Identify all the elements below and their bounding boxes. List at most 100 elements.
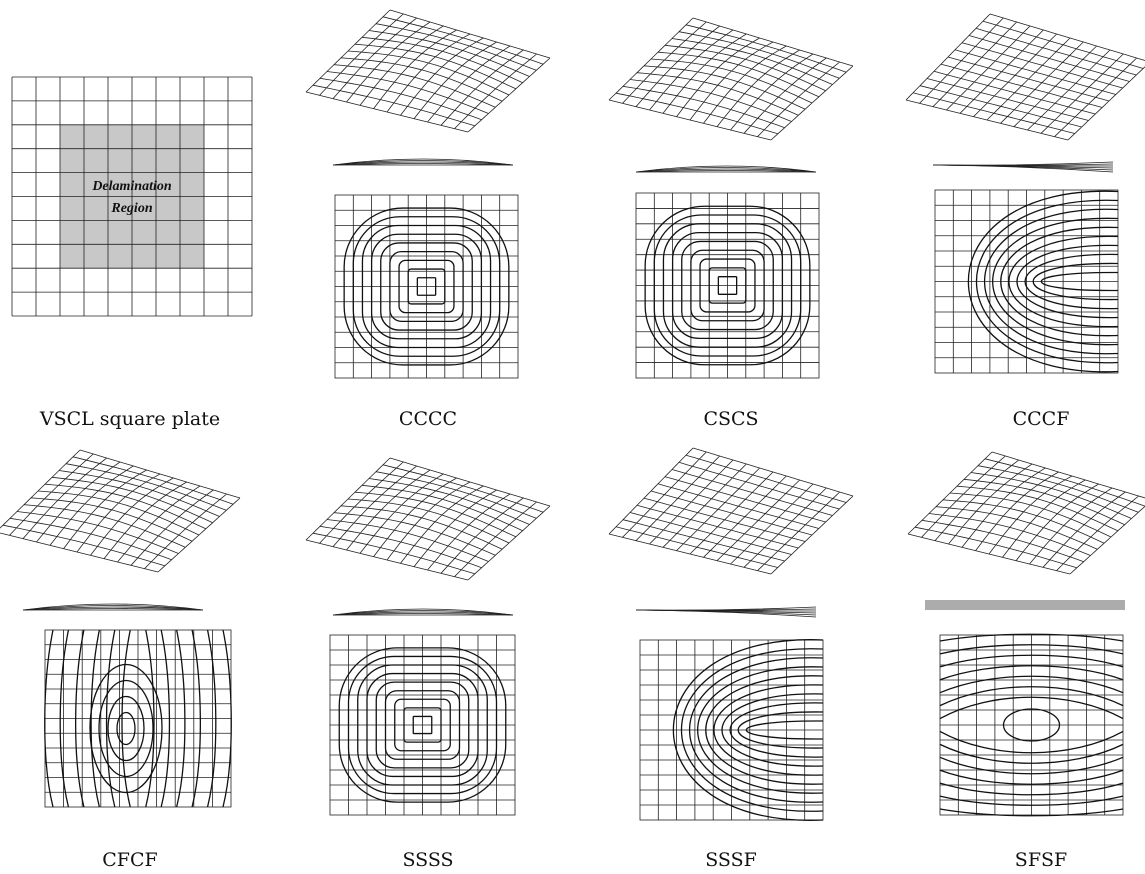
deformed-mesh xyxy=(609,18,853,140)
side-profile xyxy=(23,604,203,610)
mesh-line xyxy=(348,499,509,543)
caption: CSCS xyxy=(703,408,758,430)
mesh-line xyxy=(1055,58,1137,137)
mesh-line xyxy=(936,507,1097,550)
mesh-line xyxy=(623,86,785,127)
mesh-line xyxy=(355,44,516,89)
plate-grid xyxy=(12,77,252,316)
mesh-line xyxy=(1014,46,1097,127)
contour-plot xyxy=(330,635,515,815)
deformed-mesh xyxy=(306,10,550,132)
mesh-line xyxy=(637,73,798,116)
side-profile xyxy=(333,159,513,165)
deformed-mesh xyxy=(908,452,1145,574)
caption: SSSS xyxy=(402,849,453,871)
mesh-line xyxy=(693,18,853,66)
region-label: Region xyxy=(110,201,152,216)
mesh-line xyxy=(771,496,853,574)
mesh-line xyxy=(24,505,185,548)
mesh-line xyxy=(651,59,812,103)
mesh-line xyxy=(468,58,550,132)
mesh-line xyxy=(383,465,543,512)
mesh-line xyxy=(145,494,227,569)
deformed-mesh xyxy=(906,14,1145,140)
contour xyxy=(108,697,144,761)
mesh-line xyxy=(1068,62,1145,140)
mesh-line xyxy=(320,526,482,567)
contour-plot xyxy=(636,193,819,378)
contour-plot xyxy=(935,190,1118,373)
mesh-line xyxy=(658,52,819,97)
mesh-line xyxy=(686,25,846,72)
caption: CFCF xyxy=(102,849,157,871)
caption: SSSF xyxy=(705,849,757,871)
mesh-line xyxy=(73,457,233,504)
mesh-line xyxy=(950,493,1111,537)
mesh-line xyxy=(679,462,839,509)
mesh-line xyxy=(80,450,240,498)
mesh-line xyxy=(717,480,800,561)
mesh-line xyxy=(1030,488,1113,564)
mesh-line xyxy=(744,58,826,133)
mesh-line xyxy=(758,62,840,137)
contour-plot xyxy=(640,640,823,821)
mesh-line xyxy=(390,458,550,506)
caption: CCCF xyxy=(1013,408,1070,430)
mesh-line xyxy=(672,470,833,516)
figure: Delamination Region VSCL square plate CC… xyxy=(0,0,1145,874)
mesh-line xyxy=(428,46,511,122)
caption: VSCL square plate xyxy=(39,408,220,430)
mesh-line xyxy=(690,472,773,554)
contour-plot xyxy=(335,195,518,378)
mesh-line xyxy=(38,491,199,535)
mesh-line xyxy=(976,28,1136,75)
mesh-line xyxy=(468,506,550,580)
mesh-line xyxy=(355,492,516,537)
mesh-line xyxy=(45,484,206,529)
mesh-line xyxy=(962,43,1123,88)
side-profile xyxy=(925,601,1125,609)
deformed-mesh xyxy=(0,450,240,572)
mesh-line xyxy=(131,490,213,565)
mesh-line xyxy=(10,518,172,559)
contour-plot xyxy=(940,634,1123,816)
side-profile xyxy=(933,162,1113,172)
side-profile xyxy=(636,166,816,172)
caption: SFSF xyxy=(1015,849,1067,871)
mesh-line xyxy=(334,513,495,556)
mesh-line xyxy=(915,527,1077,568)
mesh-line xyxy=(969,36,1130,82)
mesh-line xyxy=(158,498,240,572)
side-profile xyxy=(333,609,513,615)
side-profile xyxy=(636,607,816,617)
mesh-line xyxy=(987,38,1070,120)
mesh-line xyxy=(383,17,543,64)
mesh-line xyxy=(455,502,537,577)
mesh-line xyxy=(758,492,840,571)
mesh-line xyxy=(1028,50,1111,130)
mesh-line xyxy=(441,498,523,573)
mesh-line xyxy=(1041,54,1123,133)
mesh-line xyxy=(665,477,826,522)
mesh-line xyxy=(313,85,475,126)
mesh-line xyxy=(390,10,550,58)
mesh-line xyxy=(704,476,787,557)
mesh-line xyxy=(313,533,475,574)
mesh-line xyxy=(348,51,509,95)
contour-plot xyxy=(45,630,232,807)
mesh-line xyxy=(1043,492,1125,567)
mesh-line xyxy=(3,525,165,566)
mesh-line xyxy=(118,486,201,562)
mesh-line xyxy=(957,486,1118,531)
mesh-line xyxy=(455,54,537,129)
mesh-line xyxy=(1057,496,1139,571)
region-label: Delamination xyxy=(91,179,172,194)
caption: CCCC xyxy=(399,408,457,430)
mesh-line xyxy=(1001,42,1084,123)
mesh-line xyxy=(955,50,1116,95)
mesh-line xyxy=(658,484,819,529)
mesh-line xyxy=(731,484,814,564)
deformed-mesh xyxy=(306,458,550,580)
mesh-line xyxy=(334,65,495,108)
mesh-line xyxy=(771,66,853,140)
